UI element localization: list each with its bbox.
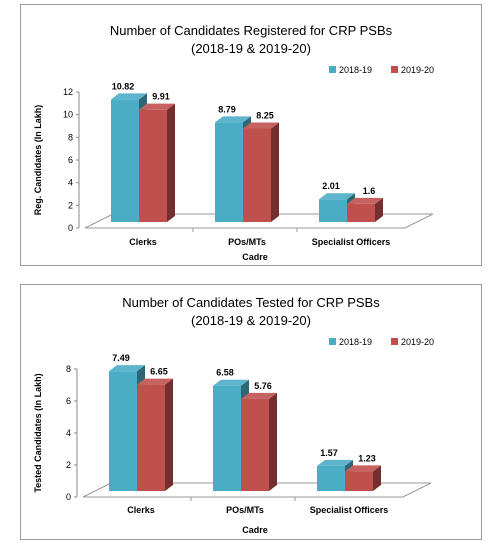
bar-side-2-1 [167,103,175,222]
registered-chart-panel: Number of Candidates Registered for CRP … [20,4,482,266]
bar-top-1-2 [215,116,251,123]
legend-swatch-1 [329,338,336,345]
data-label-1-1: 10.82 [112,81,135,91]
chart-title: Number of Candidates Registered for CRP … [110,23,393,38]
y-tick-label: 8 [66,364,71,374]
bar-side-2-2 [271,122,279,222]
data-label-2-2: 5.76 [254,381,272,391]
bar-1-2 [215,122,243,222]
y-tick-label: 2 [68,200,73,210]
registered-chart: Number of Candidates Registered for CRP … [33,23,434,262]
bar-2-2 [243,128,271,222]
legend-label-1: 2018-19 [339,337,372,347]
data-label-1-2: 8.79 [218,104,236,114]
y-tick-label: 2 [66,460,71,470]
y-tick-label: 0 [68,223,73,233]
x-tick-label: Specialist Officers [310,505,389,515]
bar-side-2-1 [165,378,173,491]
y-tick-label: 12 [63,87,73,97]
legend-label-2: 2019-20 [401,65,434,75]
chart-subtitle: (2018-19 & 2019-20) [191,313,311,328]
y-tick-label: 6 [68,155,73,165]
data-label-2-3: 1.23 [358,453,376,463]
legend-label-2: 2019-20 [401,337,434,347]
x-tick-label: POs/MTs [226,505,264,515]
chart-title: Number of Candidates Tested for CRP PSBs [122,295,380,310]
chart-subtitle: (2018-19 & 2019-20) [191,41,311,56]
bar-top-1-2 [213,379,249,386]
y-axis-label: Tested Candidates (In Lakh) [33,373,43,492]
bar-top-2-1 [139,103,175,110]
x-tick-label: Specialist Officers [312,237,391,247]
data-label-2-1: 6.65 [150,367,168,377]
bar-top-2-2 [241,392,277,399]
bar-side-2-2 [269,392,277,491]
bar-2-2 [241,398,269,491]
bar-top-1-1 [109,365,145,372]
x-axis-label: Cadre [242,252,268,262]
data-label-2-3: 1.6 [363,186,376,196]
data-label-1-3: 2.01 [322,181,340,191]
bar-2-1 [139,109,167,222]
bar-side-2-3 [373,465,381,491]
bar-top-1-3 [317,459,353,466]
data-label-1-3: 1.57 [320,448,338,458]
bar-top-1-3 [319,193,355,200]
data-label-1-1: 7.49 [112,353,130,363]
y-tick-label: 8 [68,132,73,142]
bar-top-1-1 [111,93,147,100]
legend-swatch-2 [391,66,398,73]
legend-swatch-2 [391,338,398,345]
bar-side-2-3 [375,197,383,222]
x-tick-label: POs/MTs [228,237,266,247]
x-tick-label: Clerks [127,505,155,515]
tested-chart: Number of Candidates Tested for CRP PSBs… [33,295,434,535]
bar-top-2-2 [243,122,279,129]
bar-1-1 [111,99,139,222]
tested-chart-panel: Number of Candidates Tested for CRP PSBs… [20,284,482,540]
y-tick-label: 6 [66,396,71,406]
bar-top-2-3 [347,197,383,204]
bar-1-2 [213,385,241,491]
y-axis-label: Reg. Candidates (In Lakh) [33,105,43,216]
bar-top-2-1 [137,378,173,385]
y-tick-label: 4 [68,178,73,188]
y-tick-label: 4 [66,428,71,438]
legend-label-1: 2018-19 [339,65,372,75]
bar-2-3 [345,471,373,491]
bar-2-3 [347,203,375,222]
data-label-2-1: 9.91 [152,92,170,102]
data-label-2-2: 8.25 [256,111,274,121]
x-axis-label: Cadre [242,525,268,535]
bar-1-3 [317,465,345,491]
legend-swatch-1 [329,66,336,73]
bar-top-2-3 [345,465,381,472]
data-label-1-2: 6.58 [216,368,234,378]
x-tick-label: Clerks [129,237,157,247]
y-tick-label: 0 [66,492,71,502]
y-tick-label: 10 [63,110,73,120]
bar-2-1 [137,384,165,491]
bar-1-3 [319,199,347,222]
bar-1-1 [109,371,137,491]
